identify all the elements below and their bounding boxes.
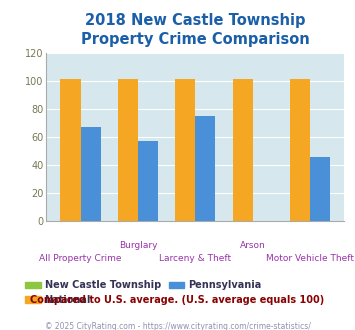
Title: 2018 New Castle Township
Property Crime Comparison: 2018 New Castle Township Property Crime … <box>81 13 310 48</box>
Text: Compared to U.S. average. (U.S. average equals 100): Compared to U.S. average. (U.S. average … <box>31 295 324 305</box>
Bar <box>290 80 310 221</box>
Text: © 2025 CityRating.com - https://www.cityrating.com/crime-statistics/: © 2025 CityRating.com - https://www.city… <box>45 322 310 330</box>
Bar <box>175 80 195 221</box>
Bar <box>118 80 138 221</box>
Bar <box>138 141 158 221</box>
Text: Motor Vehicle Theft: Motor Vehicle Theft <box>266 254 354 263</box>
Bar <box>233 80 253 221</box>
Bar <box>310 157 330 221</box>
Text: All Property Crime: All Property Crime <box>39 254 122 263</box>
Legend: New Castle Township, National, Pennsylvania: New Castle Township, National, Pennsylva… <box>21 277 265 309</box>
Bar <box>60 80 81 221</box>
Text: Burglary: Burglary <box>119 241 157 249</box>
Text: Larceny & Theft: Larceny & Theft <box>159 254 231 263</box>
Bar <box>195 116 215 221</box>
Text: Arson: Arson <box>240 241 266 249</box>
Bar <box>81 127 100 221</box>
